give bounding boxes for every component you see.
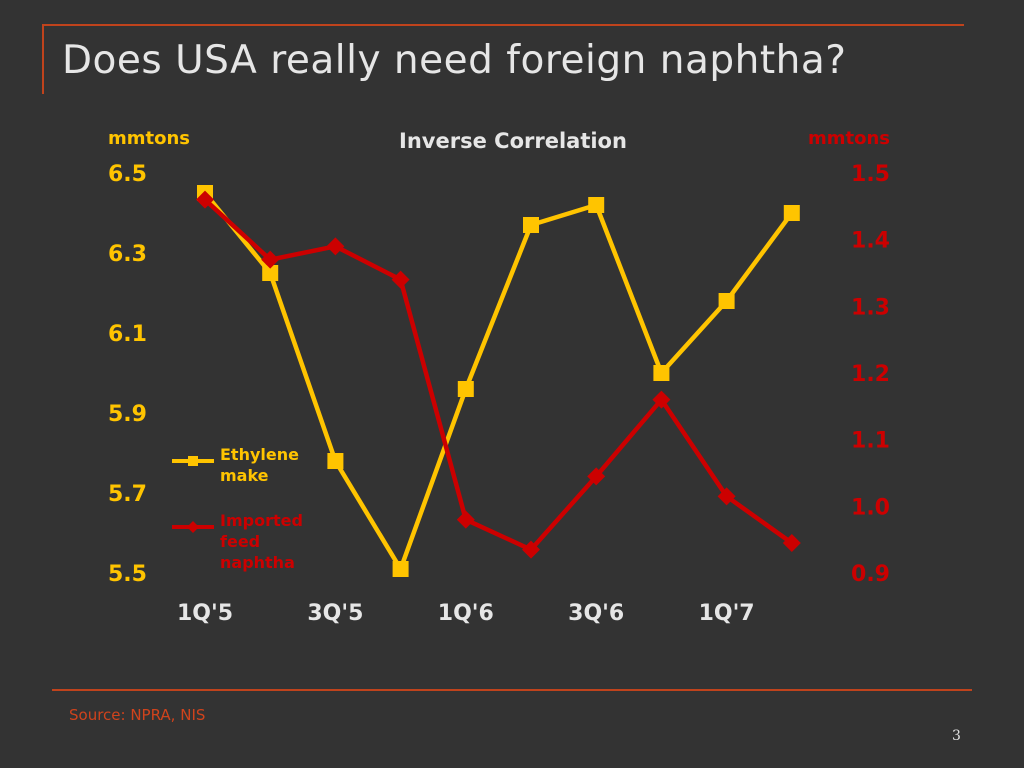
x-axis-tick-label: 1Q'5 xyxy=(177,601,233,626)
right-axis-tick-label: 1.5 xyxy=(851,162,890,187)
data-point-ethylene xyxy=(653,365,670,381)
left-axis-tick-label: 6.5 xyxy=(108,162,147,187)
data-point-naphtha xyxy=(196,190,214,209)
data-point-ethylene xyxy=(783,205,800,221)
data-point-naphtha xyxy=(717,487,736,506)
top-rule xyxy=(42,24,964,26)
legend-swatch-naphtha xyxy=(172,521,214,533)
x-axis-tick-label: 1Q'7 xyxy=(699,601,755,626)
bottom-rule xyxy=(52,689,972,691)
x-axis-tick-label: 3Q'5 xyxy=(307,601,363,626)
source-note: Source: NPRA, NIS xyxy=(69,706,206,724)
right-axis-tick-label: 0.9 xyxy=(851,562,890,587)
data-point-naphtha xyxy=(261,250,280,269)
data-point-naphtha xyxy=(326,237,345,256)
left-axis-tick-label: 5.9 xyxy=(108,402,147,427)
right-axis-tick-label: 1.3 xyxy=(851,295,890,320)
data-point-naphtha xyxy=(587,467,606,486)
data-point-naphtha xyxy=(522,540,540,559)
page-number: 3 xyxy=(952,728,961,744)
data-point-ethylene xyxy=(262,265,279,281)
data-point-ethylene xyxy=(523,217,539,233)
data-point-naphtha xyxy=(391,270,410,289)
left-axis-tick-label: 6.3 xyxy=(108,242,147,267)
right-axis-tick-label: 1.1 xyxy=(851,429,890,454)
x-axis-tick-label: 1Q'6 xyxy=(438,601,494,626)
left-axis-tick-label: 5.5 xyxy=(108,562,147,587)
legend-label-naphtha: Imported feed naphtha xyxy=(220,511,303,572)
data-point-ethylene xyxy=(718,293,735,309)
right-axis-unit: mmtons xyxy=(808,128,890,149)
left-axis-unit: mmtons xyxy=(108,128,190,149)
left-axis-tick-label: 6.1 xyxy=(108,322,147,347)
left-rule xyxy=(42,24,44,94)
right-axis-tick-label: 1.4 xyxy=(851,229,890,254)
data-point-ethylene xyxy=(392,561,409,577)
right-axis-tick-label: 1.2 xyxy=(851,362,890,387)
data-point-ethylene xyxy=(327,453,344,469)
left-axis-tick-label: 5.7 xyxy=(108,482,147,507)
slide-title: Does USA really need foreign naphtha? xyxy=(62,38,847,83)
data-point-ethylene xyxy=(457,381,474,397)
legend-label-ethylene: Ethylene make xyxy=(220,445,299,485)
data-point-ethylene xyxy=(588,197,605,213)
x-axis-tick-label: 3Q'6 xyxy=(568,601,624,626)
right-axis-tick-label: 1.0 xyxy=(851,495,890,520)
series-line-ethylene xyxy=(203,191,794,572)
chart-title: Inverse Correlation xyxy=(399,129,627,153)
series-line-naphtha xyxy=(203,198,794,552)
legend-swatch-ethylene xyxy=(172,456,214,466)
data-point-naphtha xyxy=(456,510,475,529)
data-point-naphtha xyxy=(652,390,671,409)
data-point-naphtha xyxy=(782,534,801,552)
